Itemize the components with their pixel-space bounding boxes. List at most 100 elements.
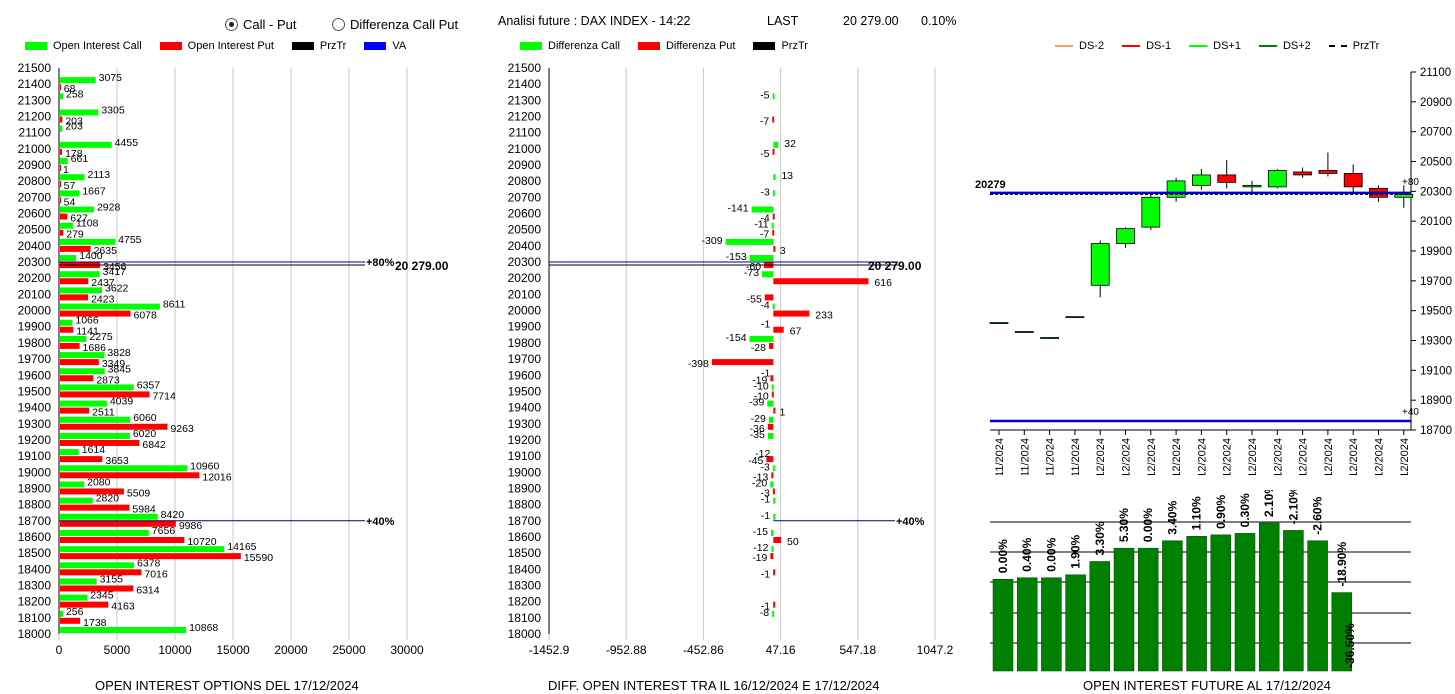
- call-bar: [60, 465, 188, 472]
- radio-call-put[interactable]: Call - Put: [225, 17, 296, 32]
- future-oi-bar: [1089, 561, 1111, 672]
- radio-label-differenza: Differenza Call Put: [350, 17, 459, 32]
- y-tick-label: 21000: [18, 142, 52, 156]
- y-tick-label: 19400: [508, 401, 542, 415]
- put-bar: [60, 342, 80, 349]
- call-value-label: 6020: [133, 428, 157, 440]
- y-tick-label: 20100: [508, 287, 542, 301]
- diff-put-bar: [773, 278, 869, 285]
- y-tick-label: 20100: [1420, 216, 1452, 228]
- diff-call-bar: [773, 513, 776, 520]
- call-value-label: 258: [66, 88, 84, 100]
- call-value-label: 1066: [75, 315, 99, 327]
- call-bar: [60, 255, 77, 262]
- y-tick-label: 18300: [508, 578, 542, 592]
- y-tick-label: 18400: [508, 562, 542, 576]
- call-value-label: 1108: [76, 218, 99, 230]
- y-tick-label: 21100: [509, 126, 542, 140]
- put-value-label: 6842: [142, 439, 166, 451]
- future-candle-chart: 21100 20900 20700 20500 20300 20100 19900 19700…: [975, 67, 1452, 475]
- y-tick-label: 18500: [18, 546, 52, 560]
- put-value-label: 10720: [187, 536, 216, 548]
- call-value-label: 7656: [152, 525, 176, 537]
- diff-call-label: -73: [744, 267, 759, 279]
- x-tick-label: 18/12/2024: [1399, 438, 1411, 475]
- call-value-label: 6357: [137, 379, 161, 391]
- y-tick-label: 21000: [508, 142, 542, 156]
- call-value-label: 256: [66, 606, 84, 618]
- x-tick-label: 13/12/2024: [1323, 438, 1335, 475]
- diff-put-label: -55: [747, 293, 762, 305]
- call-bar: [60, 190, 80, 197]
- put-value-label: 279: [66, 229, 84, 241]
- future-oi-extra-label: -36.50%: [1343, 623, 1357, 668]
- put-value-label: 68: [64, 83, 76, 95]
- diff-call-bar: [772, 93, 775, 100]
- diff-call-bar: [773, 141, 779, 148]
- y-tick-label: 21200: [18, 110, 52, 124]
- marker-label: +40%: [366, 516, 395, 528]
- y-tick-label: 19400: [18, 401, 52, 415]
- y-tick-label: 20700: [508, 190, 542, 204]
- diff-call-bar: [773, 497, 776, 504]
- call-bar: [60, 449, 79, 456]
- price-label: 20 279.00: [395, 259, 449, 273]
- x-tick-label: 29/11/2024: [1070, 438, 1082, 475]
- radio-selected-icon: [225, 18, 238, 31]
- future-oi-label: 0.30%: [1238, 493, 1252, 527]
- call-bar: [60, 141, 112, 148]
- options-oi-chart: 0 5000 10000 15000 20000 25000 30000 21500 21400…: [18, 61, 449, 657]
- radio-differenza[interactable]: Differenza Call Put: [332, 17, 458, 32]
- x-tick-label: 17/12/2024: [1374, 438, 1386, 475]
- put-bar: [60, 456, 103, 463]
- y-tick-label: 21200: [508, 110, 542, 124]
- diff-call-label: -29: [751, 413, 766, 425]
- diff-put-label: -60: [746, 261, 761, 273]
- put-bar: [60, 472, 200, 479]
- diff-put-bar: [773, 536, 782, 543]
- put-value-label: 54: [64, 196, 76, 208]
- x-tick-label: 12/12/2024: [1298, 438, 1310, 475]
- legend-middle: Differenza Call Differenza Put PrzTr: [520, 40, 826, 52]
- diff-extra-label: -12: [755, 448, 770, 460]
- y-tick-label: 20000: [508, 304, 542, 318]
- call-bar: [60, 497, 93, 504]
- y-tick-label: 19000: [18, 465, 52, 479]
- put-bar: [60, 536, 185, 543]
- put-bar: [60, 391, 150, 398]
- call-value-label: 3828: [107, 347, 131, 359]
- put-bar: [60, 601, 109, 608]
- diff-put-bar: [773, 407, 776, 414]
- call-value-label: 3155: [100, 573, 124, 585]
- y-tick-label: 19300: [1420, 336, 1452, 348]
- y-tick-label: 18000: [18, 627, 52, 641]
- diff-put-bar: [773, 601, 776, 608]
- candle-up: [1014, 331, 1034, 333]
- upper-band-label: +80: [1402, 177, 1419, 188]
- future-oi-bar: [1065, 574, 1086, 672]
- put-value-label: 4163: [111, 601, 135, 613]
- put-value-label: 203: [65, 116, 83, 128]
- diff-call-label: -3: [761, 461, 770, 473]
- future-oi-label: -18.90%: [1335, 542, 1349, 587]
- y-tick-label: 18600: [18, 530, 52, 544]
- diff-put-bar: [772, 213, 775, 220]
- future-oi-bar: [1283, 530, 1304, 672]
- diff-extra-label: -1: [761, 319, 770, 331]
- diff-call-label: -1: [761, 510, 770, 522]
- call-bar: [60, 562, 134, 569]
- put-bar: [60, 617, 81, 624]
- put-bar: [60, 439, 140, 446]
- y-tick-label: 19600: [18, 368, 52, 382]
- future-oi-bar-chart: 0.00% 0.40% 0.00% 1.90% 3.30% 5.30% 0.00% 3.40%…: [990, 490, 1411, 672]
- candle-up: [1065, 316, 1085, 319]
- y-tick-label: 18700: [18, 514, 52, 528]
- put-value-label: 3456: [103, 261, 127, 273]
- call-bar: [60, 610, 63, 617]
- diff-put-bar: [772, 116, 775, 123]
- diff-put-bar: [771, 472, 774, 479]
- candle-up: [1191, 174, 1211, 186]
- put-bar: [60, 278, 89, 285]
- diff-put-label: -19: [752, 552, 767, 564]
- x-tick-label: 26/11/2024: [994, 438, 1006, 475]
